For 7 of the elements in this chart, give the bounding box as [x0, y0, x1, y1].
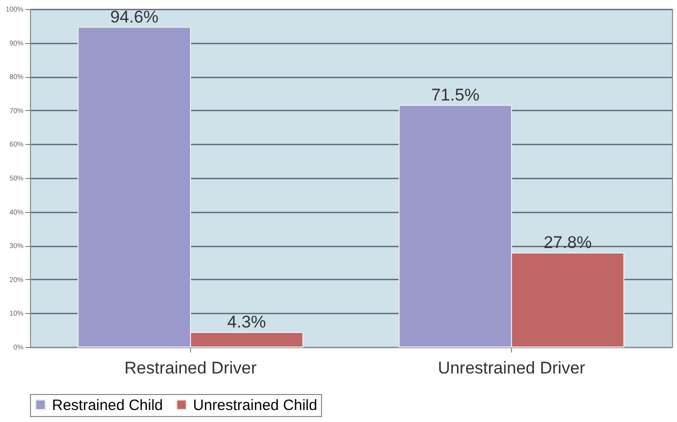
legend-label: Unrestrained Child — [193, 396, 318, 414]
legend-label: Restrained Child — [52, 396, 163, 414]
data-label: 71.5% — [431, 85, 480, 104]
x-tick-label: Restrained Driver — [124, 358, 257, 378]
data-label: 94.6% — [110, 7, 158, 26]
x-tick-label: Unrestrained Driver — [438, 358, 586, 378]
data-label: 4.3% — [227, 312, 266, 332]
